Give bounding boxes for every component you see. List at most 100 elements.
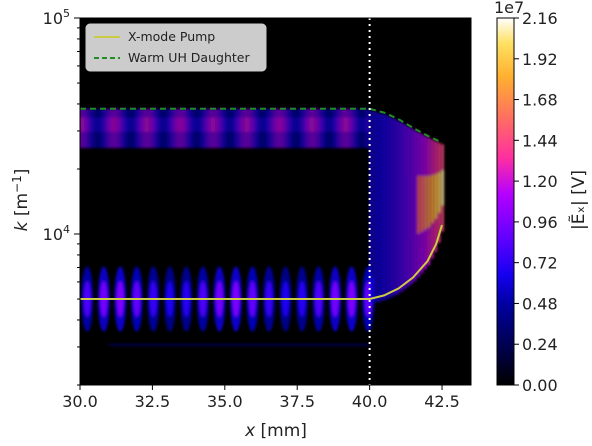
field-stripe-arc <box>379 113 383 302</box>
field-stripe-upper-core <box>94 117 97 132</box>
series-line-daughter <box>80 107 443 144</box>
field-stripe-upper-core <box>282 117 285 132</box>
field-stripe-upper-core <box>210 117 213 132</box>
field-stripe-upper-core <box>161 117 163 132</box>
field-stripe-upper-core <box>106 117 108 132</box>
field-stripe-upper-core <box>129 117 131 132</box>
field-stripe-upper-core <box>166 117 169 132</box>
field-stripe-arc <box>390 117 393 298</box>
field-stripe-upper-core <box>97 117 100 132</box>
field-stripe-upper-core <box>198 117 201 132</box>
field-stripe-upper-core <box>103 117 105 132</box>
field-stripe-upper-core <box>291 117 294 132</box>
field-stripe-upper-core <box>207 117 210 132</box>
x-axis-label: x [mm] <box>244 421 307 441</box>
field-stripe-upper-core <box>262 117 265 132</box>
x-tick-label: 35.0 <box>207 392 243 411</box>
field-stripe-upper-core <box>355 117 357 132</box>
field-stripe-upper-core <box>253 117 256 132</box>
colorbar-multiplier: 1e7 <box>494 0 524 17</box>
field-stripe-arc <box>410 128 413 284</box>
legend-label-daughter: Warm UH Daughter <box>128 50 250 65</box>
x-tick-label: 40.0 <box>352 392 388 411</box>
field-stripe-upper-core <box>114 117 117 132</box>
field-stripe-upper-core <box>158 117 160 132</box>
field-stripe-arc-core <box>441 170 444 206</box>
legend-label-pump: X-mode Pump <box>128 29 215 44</box>
field-stripe-arc-core <box>431 175 434 223</box>
field-stripe-upper-core <box>126 117 129 132</box>
colorbar-label: |Ẽₓ| [V] <box>567 170 589 230</box>
field-stripe-upper-core <box>224 117 227 132</box>
x-tick-label: 30.0 <box>62 392 98 411</box>
field-stripe-upper-core <box>152 117 155 132</box>
field-stripe-upper-core <box>247 117 250 132</box>
colorbar-tick-label: 0.96 <box>522 213 558 232</box>
field-stripe-upper-core <box>349 117 352 132</box>
field-stripe-arc <box>383 114 386 301</box>
field-stripe-upper-core <box>276 117 279 132</box>
field-stripe-upper-core <box>175 117 178 132</box>
field-stripe-upper-core <box>216 117 218 132</box>
field-stripe-upper-core <box>88 117 91 132</box>
y-axis-label: k [m−1] <box>10 169 32 232</box>
field-stripe-arc <box>407 126 410 287</box>
field-stripe-upper-core <box>192 117 195 132</box>
field-stripe-upper-core <box>230 117 233 132</box>
field-stripe-arc <box>414 130 417 281</box>
field-stripe-upper-core <box>120 117 123 132</box>
field-stripe-arc-core <box>417 175 420 234</box>
field-stripe-arc <box>369 110 372 304</box>
field-stripe-arc-core <box>424 175 427 230</box>
field-stripe-upper-core <box>195 117 198 132</box>
field-stripe-upper-core <box>343 117 346 132</box>
field-stripe-upper-core <box>242 117 244 132</box>
field-stripe-upper-core <box>331 117 334 132</box>
field-stripe-upper-core <box>326 117 328 132</box>
colorbar-tick-label: 0.72 <box>522 254 558 273</box>
field-stripe-upper-core <box>135 117 137 132</box>
field-stripe-arc <box>393 118 396 296</box>
field-stripe-upper-core <box>311 117 314 132</box>
x-axis-ticks: 30.0 32.5 35.0 37.5 40.0 42.5 <box>62 385 460 411</box>
field-stripe-upper-core <box>227 117 230 132</box>
field-stripe-arc <box>397 120 400 294</box>
legend-box <box>85 23 267 72</box>
field-stripe-upper-core <box>268 117 270 132</box>
field-stripe-upper-core <box>259 117 262 132</box>
field-stripe-upper-core <box>221 117 224 132</box>
field-stripe-upper-core <box>82 117 85 132</box>
colorbar-tick-label: 1.92 <box>522 50 558 69</box>
colorbar-tick-label: 1.20 <box>522 172 558 191</box>
colorbar-tick-label: 2.16 <box>522 9 558 28</box>
field-stripe-upper-core <box>201 117 204 132</box>
field-stripe-upper-core <box>155 117 158 132</box>
field-stripe-arc-core <box>420 175 424 232</box>
field-stripe-upper-core <box>360 117 363 132</box>
field-stripe-upper-core <box>334 117 337 132</box>
field-stripe-upper-core <box>163 117 166 132</box>
field-stripe-arc-core <box>438 172 441 213</box>
field-stripe-upper-core <box>169 117 172 132</box>
colorbar <box>496 17 515 386</box>
field-stripe-upper-core <box>265 117 268 132</box>
field-stripe-upper-core <box>213 117 215 132</box>
field-stripe-upper-core <box>85 117 88 132</box>
field-stripe-upper-core <box>172 117 175 132</box>
field-stripe-upper-core <box>143 117 146 132</box>
field-stripe-upper-core <box>245 117 247 132</box>
field-stripe-upper-core <box>274 117 276 132</box>
field-stripe-upper-core <box>111 117 114 132</box>
field-stripe-upper-core <box>314 117 317 132</box>
field-stripe-upper-core <box>337 117 340 132</box>
field-stripe-upper-core <box>80 117 82 132</box>
x-tick-label: 42.5 <box>424 392 460 411</box>
field-stripe-upper-core <box>285 117 288 132</box>
x-tick-label: 37.5 <box>279 392 315 411</box>
field-stripe-arc <box>403 124 407 290</box>
field-stripe-upper-core <box>288 117 291 132</box>
field-stripe-arc <box>373 111 376 303</box>
field-stripe-upper-core <box>181 117 184 132</box>
field-stripe-upper-core <box>204 117 207 132</box>
field-stripe-upper-core <box>303 117 305 132</box>
